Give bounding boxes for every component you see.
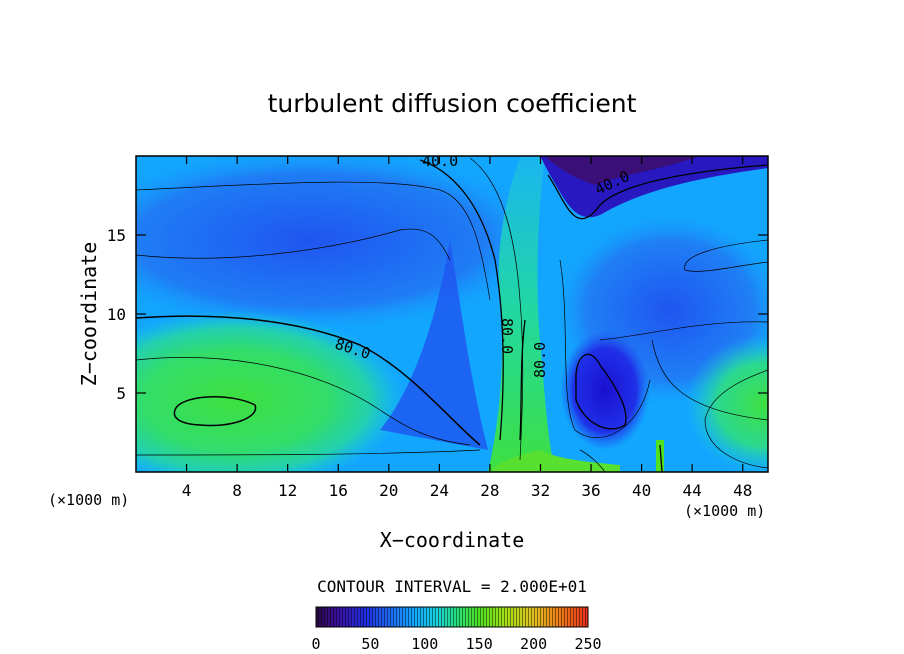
- contour-line: [469, 157, 524, 461]
- x-tick-label: 4: [182, 481, 192, 500]
- right-green-blob: [685, 335, 768, 472]
- colorbar-tick-label: 50: [361, 635, 379, 653]
- lower-green-band: [490, 450, 620, 472]
- contour-line: [173, 396, 257, 427]
- contour-lines: [136, 157, 768, 472]
- contour-line: [684, 239, 768, 272]
- colorbar-tick-label: 250: [574, 635, 601, 653]
- x-tick-label: 48: [733, 481, 752, 500]
- colorbar-stripes: [316, 607, 588, 627]
- colorbar-tick-label: 0: [311, 635, 320, 653]
- contour-line: [579, 449, 606, 472]
- y-tick-label: 10: [107, 305, 126, 324]
- colorbar-ticks: 0 50 100 150 200 250: [311, 635, 601, 653]
- y-tick-label: 15: [107, 226, 126, 245]
- x-tick-label: 8: [232, 481, 242, 500]
- contour-line: [419, 159, 504, 441]
- x-tick-label: 40: [632, 481, 651, 500]
- contour-line: [136, 315, 481, 446]
- x-tick-label: 36: [581, 481, 600, 500]
- lower-dark-cell: [560, 330, 650, 450]
- x-axis-label: X−coordinate: [380, 528, 525, 552]
- x-unit-right: (×1000 m): [684, 502, 765, 520]
- x-tick-label: 28: [480, 481, 499, 500]
- x-tick-label: 16: [329, 481, 348, 500]
- contour-line: [136, 181, 491, 301]
- contour-line: [136, 357, 471, 446]
- colorbar-tick-label: 150: [466, 635, 493, 653]
- central-plume: [488, 156, 555, 472]
- x-tick-label: 24: [430, 481, 449, 500]
- x-axis: 4 8 12 16 20 24 28 32 36 40 44 48: [182, 156, 752, 500]
- contour-line: [651, 339, 768, 421]
- contour-line: [704, 369, 768, 469]
- contour-line: [575, 353, 627, 430]
- contour-label: 40.0: [422, 152, 458, 170]
- x-unit-left: (×1000 m): [48, 491, 129, 509]
- top-purple-peak: [545, 156, 700, 185]
- contour-line: [547, 164, 768, 220]
- x-tick-label: 20: [379, 481, 398, 500]
- contour-line: [136, 449, 481, 456]
- chart-title: turbulent diffusion coefficient: [268, 89, 637, 118]
- left-dark-wedge: [380, 240, 488, 450]
- contour-line: [659, 444, 663, 472]
- y-axis: 5 10 15: [107, 226, 768, 403]
- contour-line: [559, 259, 651, 439]
- contour-line: [136, 228, 451, 261]
- x-tick-label: 12: [278, 481, 297, 500]
- colorbar-tick-label: 100: [411, 635, 438, 653]
- right-green-spike: [656, 440, 664, 472]
- contour-line: [519, 319, 526, 441]
- contour-label: 80.0: [531, 342, 549, 378]
- contour-interval-text: CONTOUR INTERVAL = 2.000E+01: [317, 577, 587, 596]
- x-tick-label: 44: [683, 481, 702, 500]
- colorbar: 0 50 100 150 200 250: [311, 606, 602, 653]
- colorbar-frame: [315, 606, 589, 628]
- left-green-blob: [136, 310, 405, 472]
- contour-line: [599, 321, 768, 341]
- heatmap-field: 40.0 40.0 80.0 80.0 80.0: [136, 152, 768, 472]
- contour-label: 80.0: [498, 318, 516, 354]
- y-axis-label: Z−coordinate: [77, 242, 101, 387]
- x-tick-label: 32: [531, 481, 550, 500]
- y-tick-label: 5: [116, 384, 126, 403]
- colorbar-tick-label: 200: [520, 635, 547, 653]
